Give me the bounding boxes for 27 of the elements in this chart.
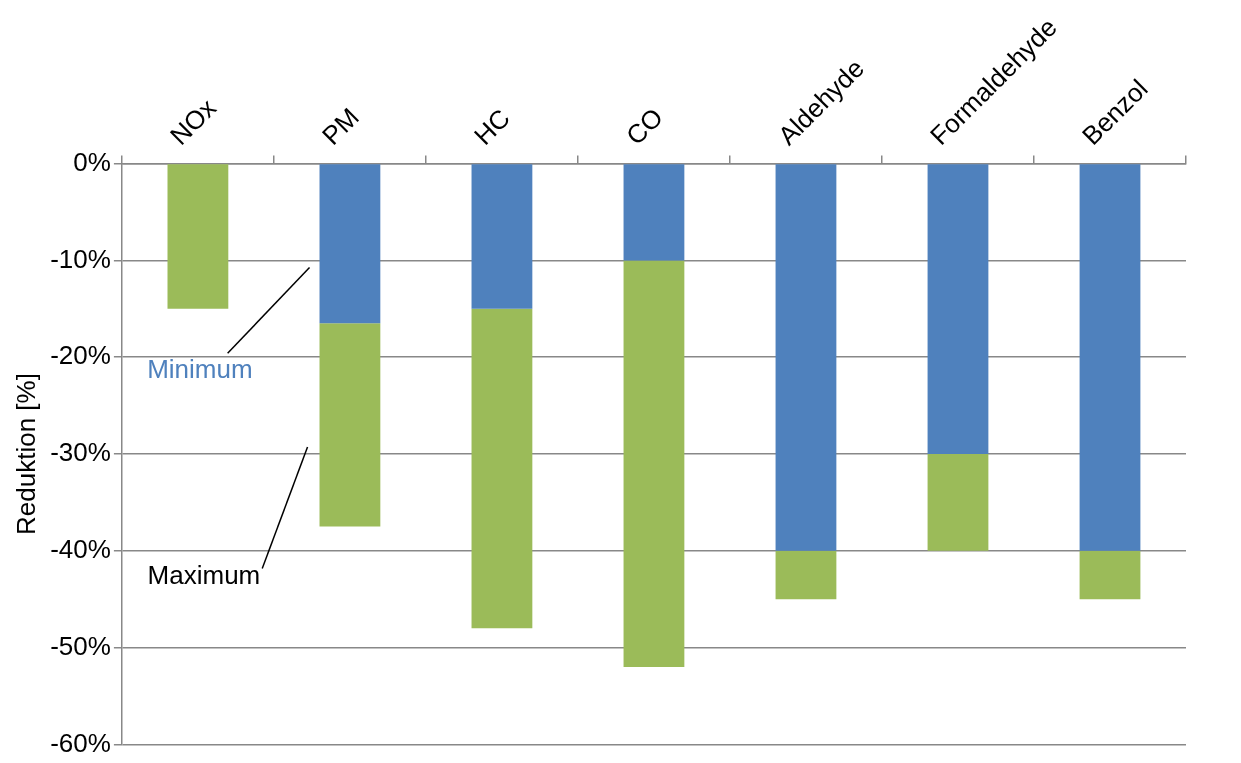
bar	[775, 550, 837, 600]
bar	[167, 164, 229, 309]
text: Minimum	[147, 354, 253, 385]
bar	[775, 164, 837, 551]
x-tick-label: NOx	[163, 92, 222, 151]
y-axis-title: Reduktion [%]	[10, 373, 41, 535]
y-tick-label: -20%	[50, 340, 111, 371]
text: Maximum	[147, 559, 261, 590]
bar	[471, 164, 533, 309]
bar	[319, 164, 381, 324]
bar	[623, 164, 685, 261]
bar	[927, 453, 989, 551]
bar	[319, 323, 381, 527]
bar	[471, 308, 533, 629]
y-tick-label: -40%	[50, 533, 111, 564]
x-tick-label: HC	[467, 103, 516, 151]
y-tick-label: -10%	[50, 243, 111, 274]
x-tick-label: PM	[315, 102, 365, 151]
bar	[1079, 164, 1141, 551]
bar	[623, 260, 685, 667]
bar	[927, 164, 989, 454]
bar	[1079, 550, 1141, 600]
x-tick-label: CO	[619, 102, 669, 151]
y-tick-label: -30%	[50, 437, 111, 468]
y-tick-label: -60%	[50, 727, 111, 758]
y-tick-label: 0%	[73, 146, 111, 177]
y-tick-label: -50%	[50, 630, 111, 661]
